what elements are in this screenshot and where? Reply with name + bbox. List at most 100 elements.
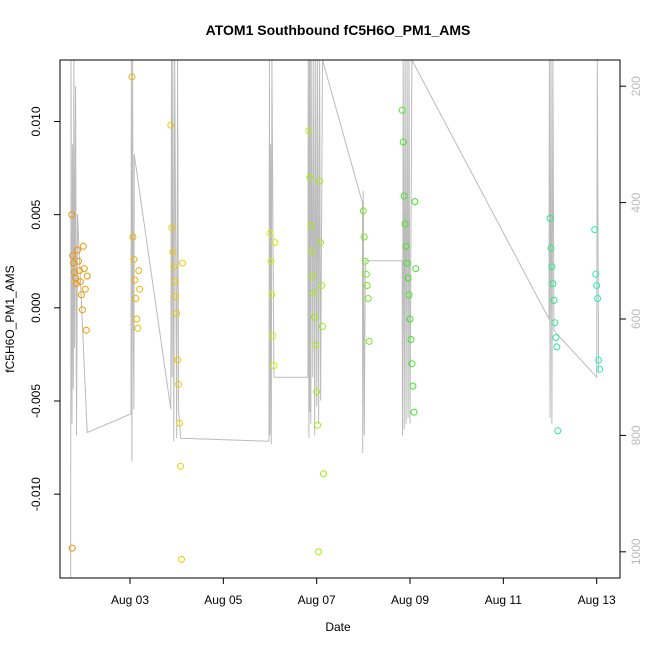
y2-tick-label: 600 <box>629 309 643 329</box>
y-axis: -0.010 -0.005 0.000 0.005 0.010 <box>29 106 60 511</box>
data-point <box>591 226 599 234</box>
data-point <box>136 285 144 293</box>
data-point <box>172 293 180 301</box>
data-point <box>131 276 139 284</box>
data-point <box>593 282 601 289</box>
y-tick-label: 0.000 <box>29 292 43 322</box>
data-point <box>412 265 420 273</box>
data-point <box>360 233 368 241</box>
y2-tick-label: 800 <box>629 425 643 445</box>
data-point <box>403 259 411 267</box>
data-point <box>407 336 415 343</box>
data-point <box>410 408 418 416</box>
data-point <box>167 121 175 129</box>
data-point <box>74 246 81 254</box>
data-point <box>170 263 178 271</box>
data-point <box>550 296 558 304</box>
data-point <box>271 239 279 247</box>
x-axis: Aug 03 Aug 05 Aug 07 Aug 09 Aug 11 Aug 13 <box>111 578 616 607</box>
data-point <box>175 380 183 388</box>
x-tick-label: Aug 13 <box>578 593 616 607</box>
data-point <box>173 309 181 317</box>
data-point <box>267 257 275 265</box>
data-point <box>546 214 554 222</box>
y-tick-label: 0.005 <box>29 199 43 229</box>
y-tick-label: -0.005 <box>29 384 43 418</box>
data-point <box>308 248 316 256</box>
data-point <box>310 289 318 297</box>
data-point <box>68 544 76 552</box>
data-point <box>553 343 561 351</box>
data-point <box>179 259 186 267</box>
altitude-line <box>70 60 600 578</box>
data-point <box>596 365 604 373</box>
y2-tick-label: 200 <box>629 76 643 96</box>
data-point <box>80 265 88 273</box>
data-point <box>132 295 140 302</box>
data-point <box>404 274 412 282</box>
data-point <box>549 280 557 288</box>
altitude-line-layer <box>70 60 600 578</box>
data-point <box>69 252 77 260</box>
data-point <box>362 270 370 278</box>
data-point <box>309 272 317 280</box>
data-point <box>128 73 136 81</box>
data-point <box>398 106 406 114</box>
point-layer <box>68 73 604 563</box>
data-point <box>411 198 419 206</box>
data-point <box>320 470 327 478</box>
data-point <box>405 291 413 299</box>
data-point <box>318 282 325 289</box>
data-point <box>363 282 371 289</box>
data-point <box>81 285 89 293</box>
data-point <box>79 242 87 250</box>
data-point <box>266 229 274 237</box>
y2-tick-label: 1000 <box>629 538 643 565</box>
data-point <box>311 313 319 321</box>
data-point <box>595 356 603 364</box>
data-point <box>365 337 373 345</box>
x-tick-label: Aug 11 <box>485 593 522 607</box>
data-point <box>399 138 407 146</box>
data-point <box>400 192 408 200</box>
data-point <box>401 220 409 228</box>
y-tick-label: -0.010 <box>29 477 43 511</box>
data-point <box>269 332 277 340</box>
data-point <box>174 356 182 364</box>
data-point <box>76 278 84 286</box>
x-tick-label: Aug 05 <box>204 593 242 607</box>
x-tick-label: Aug 07 <box>298 593 336 607</box>
x-axis-label: Date <box>325 620 351 634</box>
data-point <box>592 270 600 278</box>
data-point <box>82 326 90 334</box>
x-tick-label: Aug 03 <box>111 593 149 607</box>
data-point <box>134 324 142 332</box>
data-point <box>402 242 410 250</box>
data-point <box>268 291 276 299</box>
data-point <box>270 362 278 370</box>
data-point <box>552 334 560 342</box>
data-point <box>314 421 322 429</box>
data-point <box>317 239 325 247</box>
data-point <box>594 295 602 302</box>
data-point <box>68 211 76 219</box>
data-point <box>306 173 314 181</box>
data-point <box>364 295 372 302</box>
data-point <box>361 257 369 265</box>
data-point <box>406 315 414 323</box>
data-point <box>171 278 179 286</box>
data-point <box>135 267 143 275</box>
data-point <box>129 233 137 241</box>
data-point <box>551 319 559 327</box>
data-point <box>315 548 323 556</box>
data-point <box>313 388 321 396</box>
data-point <box>176 419 184 427</box>
data-point <box>75 257 82 265</box>
data-point <box>547 244 555 252</box>
data-point <box>130 255 138 263</box>
data-point <box>316 177 324 185</box>
data-point <box>73 280 80 288</box>
data-point <box>408 360 416 368</box>
data-point <box>77 291 85 299</box>
